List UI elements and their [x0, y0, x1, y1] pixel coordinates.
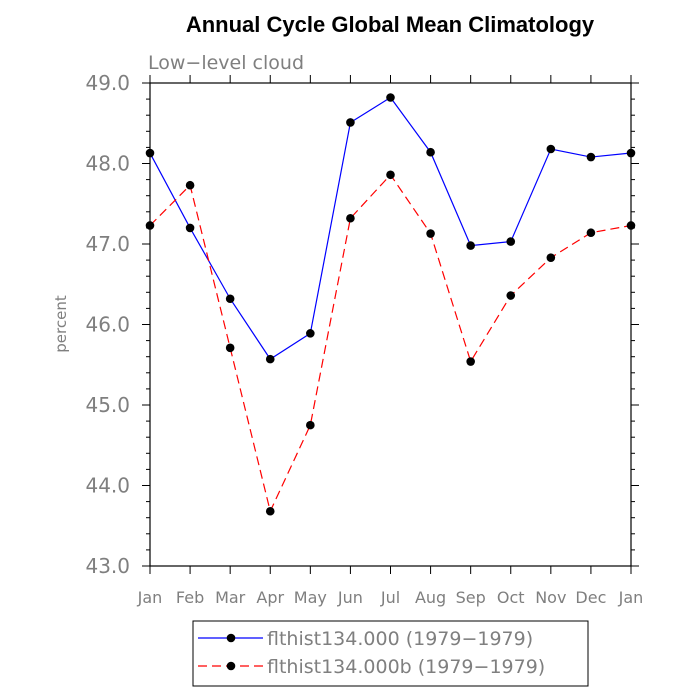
x-tick-label: Apr [256, 588, 284, 607]
x-tick-label: Feb [176, 588, 204, 607]
legend-box [192, 620, 589, 687]
series-marker [386, 93, 395, 102]
legend-marker [226, 661, 236, 671]
series-marker [626, 148, 636, 158]
y-tick-label: 49.0 [85, 71, 130, 95]
series-marker [265, 354, 275, 364]
x-tick-label: Dec [575, 588, 606, 607]
series-marker [586, 228, 596, 238]
x-tick-label: Jul [380, 588, 400, 607]
x-tick-label: Jan [618, 588, 644, 607]
series-marker [145, 148, 155, 158]
x-tick-label: Mar [215, 588, 246, 607]
plot-frame [149, 82, 632, 567]
series-marker [225, 294, 235, 304]
x-tick-label: Sep [456, 588, 486, 607]
legend: flthist134.000 (1979−1979) flthist134.000… [192, 620, 589, 687]
legend-label: flthist134.000 (1979−1979) [267, 628, 533, 650]
x-tick-label: Nov [535, 588, 566, 607]
x-tick-label: May [294, 588, 327, 607]
series-marker [546, 253, 556, 262]
chart-subtitle: Low−level cloud [148, 52, 304, 74]
y-tick-labels: 43.0 44.0 45.0 46.0 47.0 48.0 49.0 [85, 71, 130, 578]
x-tick-label: Jun [337, 588, 363, 607]
y-tick-label: 45.0 [85, 393, 130, 417]
axis-ticks [142, 75, 639, 574]
series-marker [466, 241, 475, 250]
series-layer [145, 93, 636, 516]
series-marker [346, 213, 355, 223]
x-tick-label: Aug [415, 588, 446, 607]
series-marker [306, 329, 315, 338]
series-marker [546, 144, 556, 154]
x-tick-label: Jan [137, 588, 163, 607]
series-marker [185, 180, 195, 190]
legend-items: flthist134.000 (1979−1979) flthist134.000… [198, 628, 545, 678]
series-marker [586, 152, 596, 162]
legend-marker [226, 633, 236, 643]
series-marker [225, 343, 235, 353]
y-tick-label: 48.0 [85, 152, 130, 176]
series-marker [466, 357, 475, 366]
y-tick-label: 43.0 [85, 554, 130, 578]
y-tick-label: 47.0 [85, 232, 130, 256]
series-group [145, 93, 636, 364]
series-marker [426, 229, 435, 238]
series-marker [426, 147, 435, 157]
series-marker [346, 118, 355, 127]
series-marker [386, 170, 395, 180]
y-tick-label: 44.0 [85, 474, 130, 498]
legend-label: flthist134.000b (1979−1979) [267, 656, 545, 678]
x-tick-labels: Jan Feb Mar Apr May Jun Jul Aug Sep Oct Nov Dec Jan [137, 588, 644, 607]
series-group [145, 170, 636, 516]
y-axis-label: percent [52, 295, 70, 353]
series-marker [626, 221, 636, 230]
series-marker [506, 291, 516, 300]
chart-title: Annual Cycle Global Mean Climatology [186, 12, 595, 37]
series-line [149, 96, 632, 360]
series-marker [265, 506, 275, 516]
series-marker [185, 223, 195, 233]
series-line [149, 173, 632, 514]
y-tick-label: 46.0 [85, 313, 130, 337]
series-marker [145, 221, 155, 230]
series-marker [506, 237, 516, 246]
x-tick-label: Oct [497, 588, 525, 607]
series-marker [306, 420, 315, 430]
